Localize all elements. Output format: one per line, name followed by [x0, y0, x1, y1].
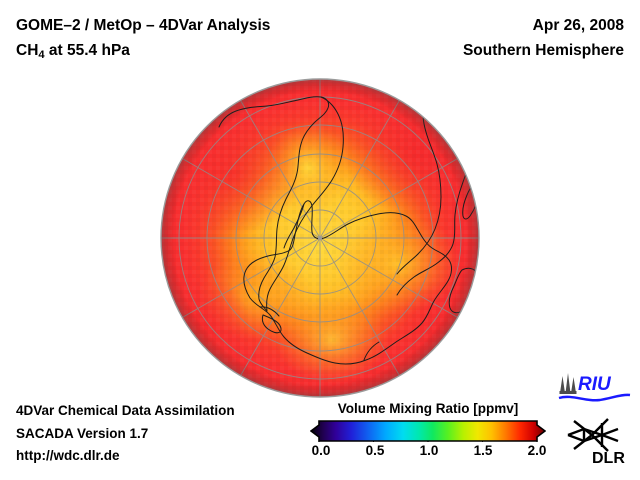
footer-line-method: 4DVar Chemical Data Assimilation	[16, 403, 235, 418]
coastline-new-zealand	[427, 375, 441, 392]
south-pole-marker	[317, 235, 323, 241]
dlr-logo: DLR	[562, 409, 628, 474]
species-level-label: CH4 at 55.4 hPa	[16, 38, 270, 63]
colorbar-title: Volume Mixing Ratio [ppmv]	[337, 401, 519, 416]
colorbar-tick-labels: 0.0 0.5 1.0 1.5 2.0	[310, 443, 547, 461]
species-subscript: 4	[38, 49, 45, 62]
colorbar-tick-2: 1.0	[419, 443, 439, 458]
riu-logo: RIU	[556, 371, 632, 408]
globe-map	[160, 78, 480, 398]
species-name: CH	[16, 42, 39, 59]
colorbar-ticks	[318, 441, 538, 442]
footer-credits: 4DVar Chemical Data Assimilation SACADA …	[16, 400, 235, 468]
header-left: GOME–2 / MetOp – 4DVar Analysis CH4 at 5…	[16, 13, 270, 63]
colorbar-tick-0: 0.0	[311, 443, 331, 458]
colorbar: Volume Mixing Ratio [ppmv]	[310, 401, 546, 461]
colorbar-tick-3: 1.5	[473, 443, 493, 458]
pressure-level: at 55.4 hPa	[44, 42, 130, 59]
riu-tower-icon	[559, 373, 577, 394]
region-label: Southern Hemisphere	[462, 42, 624, 59]
riu-wave-icon	[558, 393, 631, 402]
footer-line-version: SACADA Version 1.7	[16, 425, 149, 441]
header-right: Apr 26, 2008 Southern Hemisphere	[463, 13, 624, 63]
footer-line-url[interactable]: http://wdc.dlr.de	[16, 448, 120, 463]
page-title: GOME–2 / MetOp – 4DVar Analysis	[16, 17, 271, 34]
colorbar-tick-1: 0.5	[365, 443, 385, 458]
date-label: Apr 26, 2008	[532, 17, 624, 34]
colorbar-gradient	[310, 420, 546, 442]
dlr-mark-icon	[567, 418, 619, 452]
colorbar-tick-4: 2.0	[527, 443, 547, 458]
riu-wordmark: RIU	[578, 374, 612, 395]
dlr-wordmark: DLR	[592, 450, 625, 467]
globe-outline	[160, 78, 480, 398]
